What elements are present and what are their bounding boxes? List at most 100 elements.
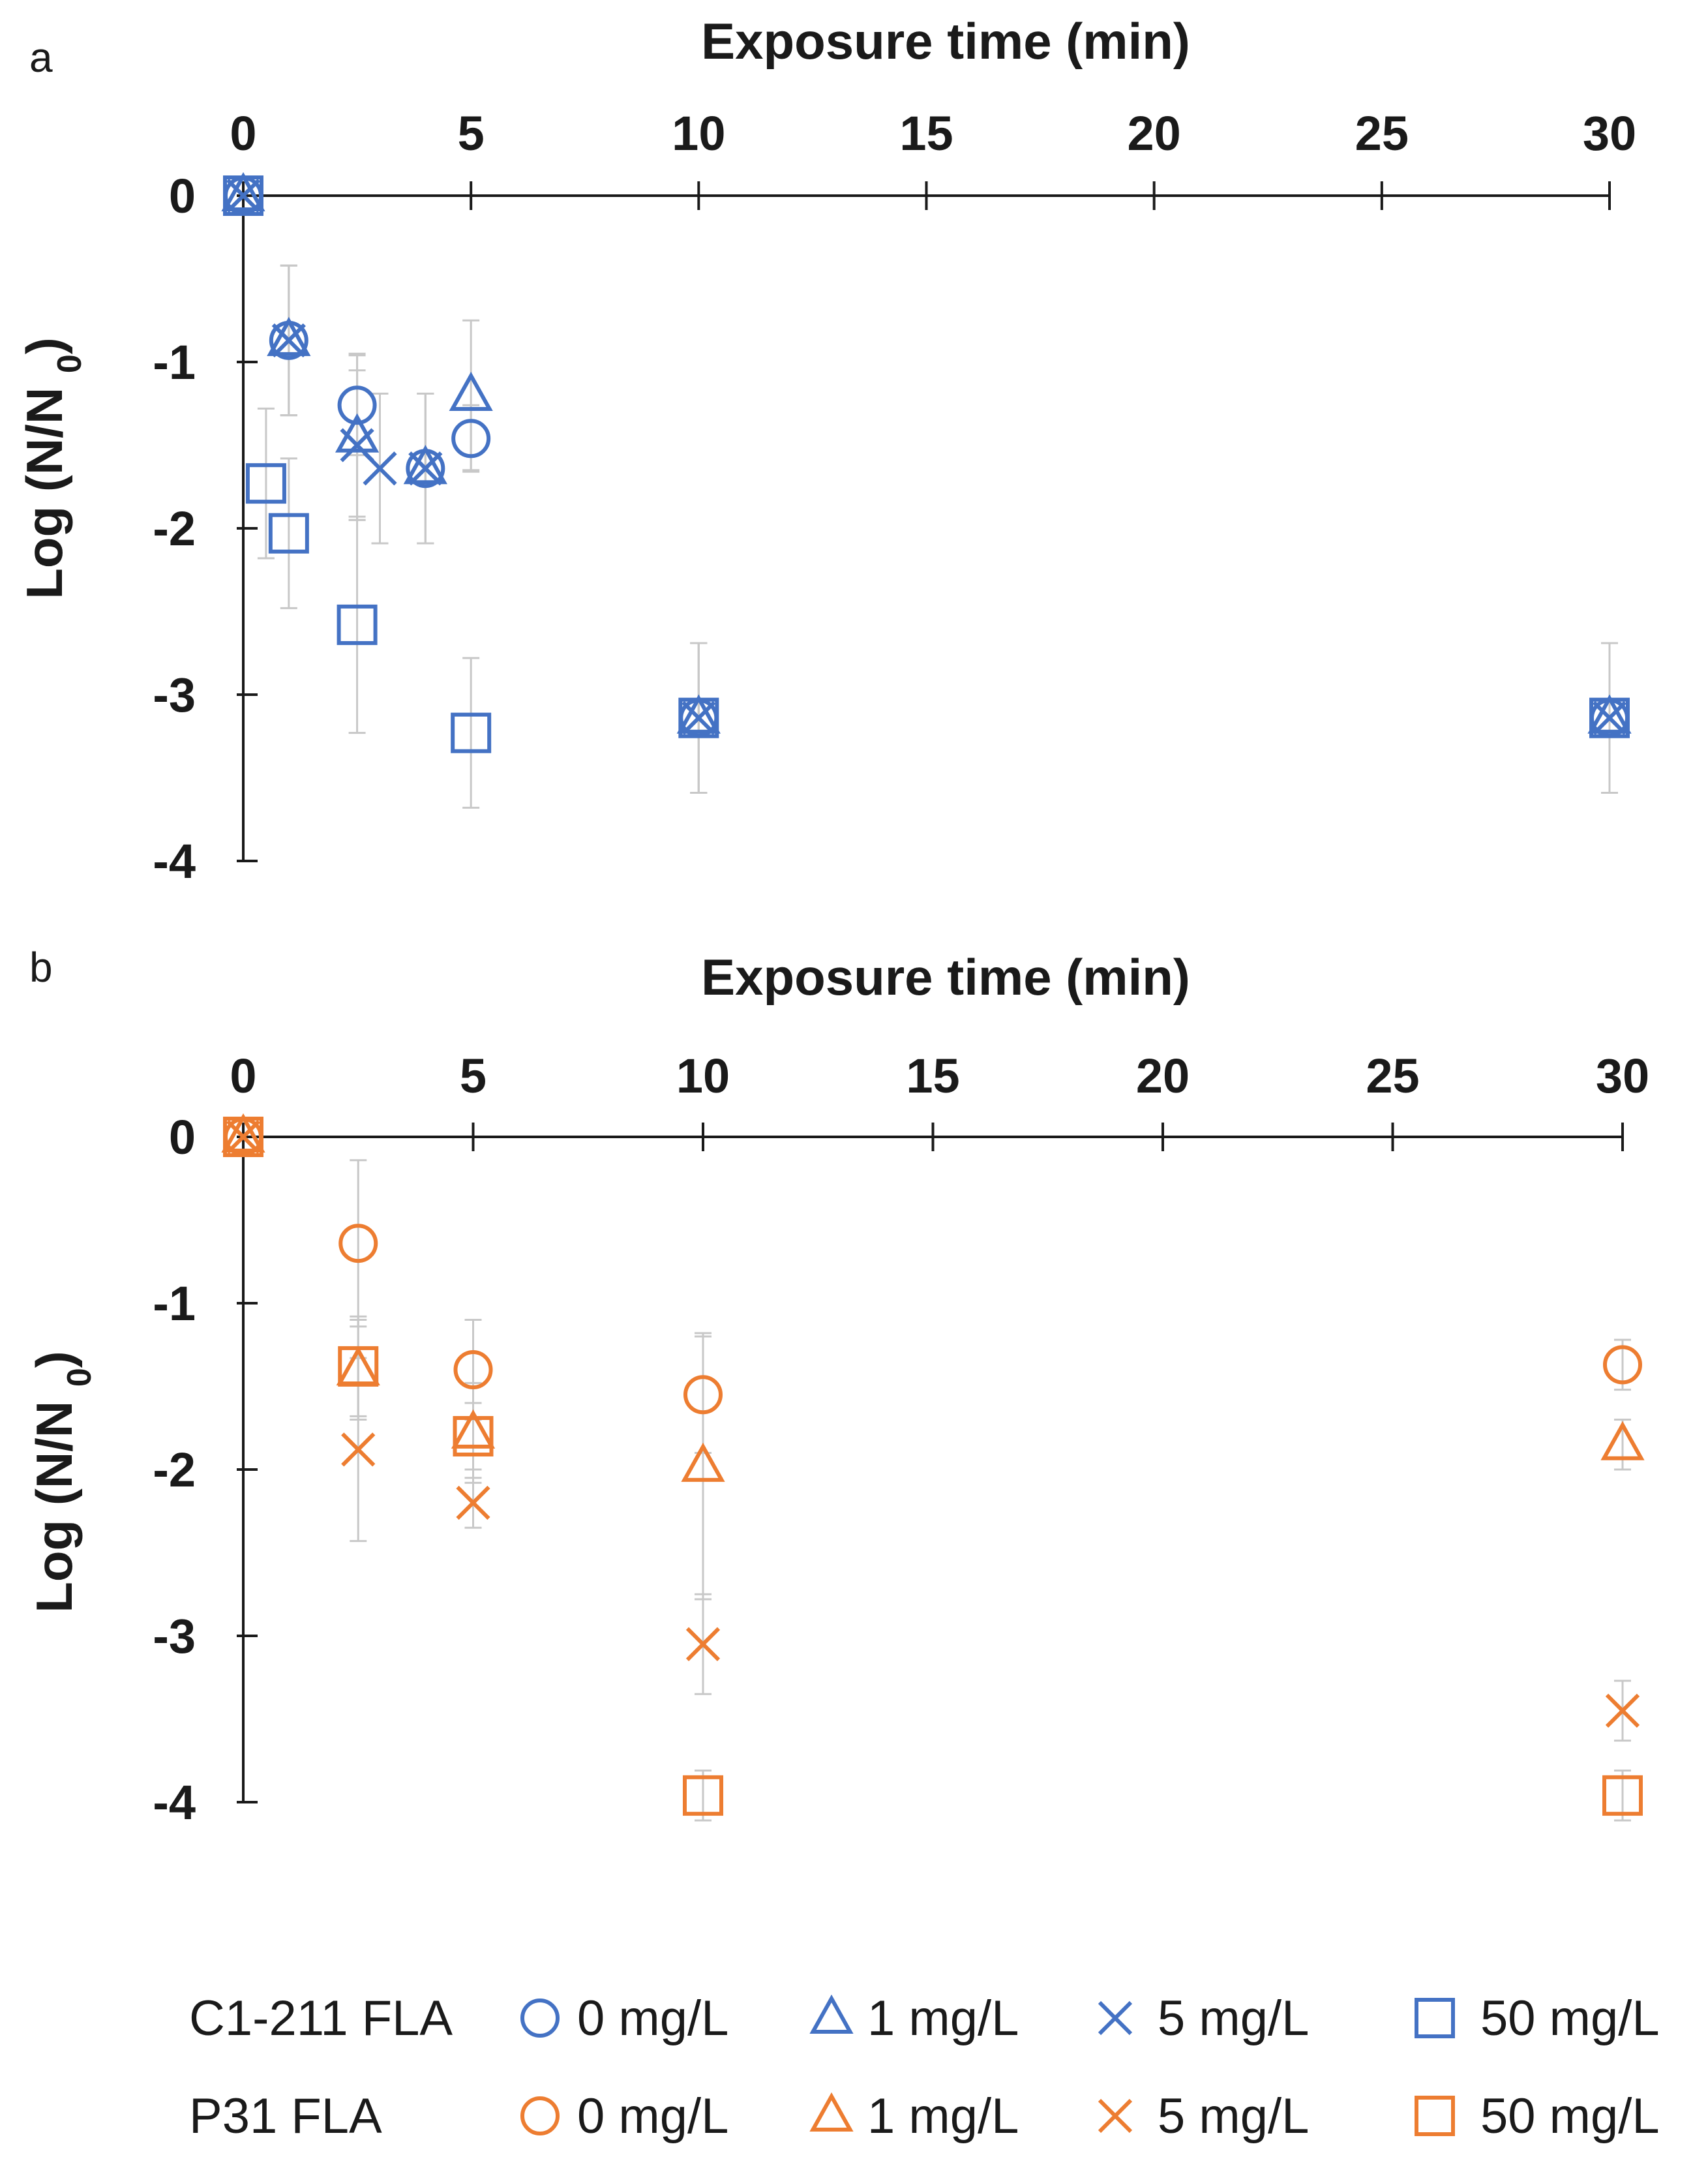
panel-b-point-cross-s2-p2 — [456, 1485, 490, 1520]
legend-row-1-entry-3-square-marker — [1415, 2096, 1455, 2136]
legend-row-0-entry-2-cross-marker — [1098, 2000, 1133, 2036]
panel-a-letter: a — [29, 34, 53, 81]
panel-a-errorbar-s3-p3 — [348, 515, 366, 734]
panel-b-y-tick-label-1: -1 — [153, 1276, 196, 1331]
panel-a-x-tick-label-5: 25 — [1355, 106, 1409, 160]
panel-a-point-square-s3-p4 — [451, 712, 492, 753]
legend: C1-211 FLA P31 FLA 0 mg/L 1 mg/L 5 mg/L … — [189, 1991, 1660, 2144]
panel-a-point-cross-s2-p6 — [1592, 701, 1627, 735]
legend-row-0-label: C1-211 FLA — [189, 1991, 453, 2046]
panel-b-x-tick-label-0: 0 — [230, 1049, 256, 1103]
panel-b-point-circle-s0-p4 — [1603, 1345, 1642, 1385]
panel-b-point-square-s3-p0 — [223, 1117, 263, 1157]
panel-b-point-square-s3-p4 — [1602, 1775, 1643, 1816]
legend-row-0-entry-1-label: 1 mg/L — [867, 1991, 1019, 2046]
panel-b-point-cross-s2-p1 — [341, 1432, 376, 1467]
panel-a-point-square-s3-p2 — [268, 513, 309, 554]
panel-a: a Exposure time (min) Log (N/N 0) 0 5 10 15… — [16, 12, 1636, 888]
legend-row-1-entry-1-triangle-marker — [809, 2092, 854, 2132]
panel-a-point-square-s3-p0 — [223, 175, 263, 216]
panel-b-errorbar-s1-p3 — [695, 1332, 712, 1601]
panel-b-point-triangle-s1-p4 — [1600, 1421, 1645, 1460]
panel-b-x-tick-label-1: 5 — [460, 1049, 487, 1103]
panel-b-point-square-s3-p1 — [338, 1346, 379, 1387]
legend-row-0-entry-1-triangle-marker — [809, 1994, 854, 2034]
panel-a-point-square-s3-p6 — [1589, 697, 1630, 738]
panel-a-y-axis-title: Log (N/N 0) — [16, 337, 89, 599]
panel-a-y-tick-label-3: -3 — [153, 668, 196, 722]
legend-row-1-entry-3-label: 50 mg/L — [1480, 2089, 1660, 2144]
panel-a-point-square-s3-p1 — [245, 463, 286, 504]
panel-a-y-tick-label-2: -2 — [153, 502, 196, 556]
panel-b-y-axis-title: Log (N/N 0) — [25, 1351, 98, 1613]
panel-a-markers — [221, 172, 1632, 753]
panel-a-x-tick-label-1: 5 — [458, 106, 485, 160]
legend-markers — [520, 1994, 1455, 2136]
legend-row-0-entry-3-square-marker — [1415, 1998, 1455, 2038]
panel-b-y-tick-label-2: -2 — [153, 1443, 196, 1497]
panel-a-x-tick-label-0: 0 — [230, 106, 256, 160]
legend-row-0-entry-0-circle-marker — [520, 1999, 560, 2038]
panel-a-point-cross-s2-p5 — [682, 701, 716, 735]
panel-b-x-axis-title: Exposure time (min) — [701, 948, 1190, 1006]
panel-a-y-tick-label-1: -1 — [153, 335, 196, 389]
panel-a-y-axis-title-main: Log (N/N — [16, 387, 73, 599]
panel-a-point-square-s3-p3 — [337, 604, 378, 645]
legend-row-0-entry-2-label: 5 mg/L — [1158, 1991, 1309, 2046]
panel-b-x-tick-label-6: 30 — [1596, 1049, 1649, 1103]
panel-b-markers — [221, 1113, 1645, 1816]
panel-a-point-triangle-s1-p0 — [221, 172, 265, 211]
panel-b-y-axis-title-close: ) — [25, 1351, 83, 1368]
panel-b-y-axis-title-main: Log (N/N — [25, 1401, 83, 1613]
panel-a-point-cross-s2-p1 — [271, 323, 306, 357]
panel-b-x-tick-label-4: 20 — [1136, 1049, 1190, 1103]
panel-b-y-tick-label-3: -3 — [153, 1609, 196, 1663]
panel-b-point-square-s3-p2 — [453, 1416, 494, 1456]
panel-a-point-triangle-s1-p1 — [267, 316, 311, 356]
panel-a-point-triangle-s1-p4 — [449, 371, 493, 411]
legend-row-1-entry-2-cross-marker — [1098, 2098, 1133, 2134]
panel-a-errorbars — [257, 264, 1618, 809]
panel-b: b Exposure time (min) Log (N/N 0) 0 5 10 15… — [25, 944, 1649, 1830]
panel-a-point-square-s3-p5 — [678, 697, 719, 738]
panel-a-y-axis-title-subscript: 0 — [51, 354, 89, 373]
panel-b-errorbar-s3-p1 — [350, 1315, 367, 1417]
panel-a-x-tick-label-6: 30 — [1583, 106, 1636, 160]
panel-b-y-tick-label-0: 0 — [169, 1110, 196, 1164]
panel-b-x-tick-label-2: 10 — [676, 1049, 730, 1103]
panel-b-x-tick-label-5: 25 — [1366, 1049, 1419, 1103]
panel-b-axes: 0 5 10 15 20 25 30 0 -1 -2 -3 -4 — [153, 1049, 1649, 1830]
panel-a-errorbar-s3-p2 — [280, 457, 297, 609]
legend-row-1-label: P31 FLA — [189, 2089, 382, 2144]
panel-a-x-tick-label-3: 15 — [899, 106, 953, 160]
panel-b-point-cross-s2-p4 — [1605, 1693, 1640, 1728]
legend-row-1-entry-0-circle-marker — [520, 2096, 560, 2135]
panel-a-errorbar-s3-p1 — [257, 407, 275, 560]
legend-row-0-entry-3-label: 50 mg/L — [1480, 1991, 1660, 2046]
panel-b-y-axis-title-subscript: 0 — [61, 1368, 98, 1387]
legend-row-0-entry-0-label: 0 mg/L — [577, 1991, 728, 2046]
legend-row-1-entry-0-label: 0 mg/L — [577, 2089, 728, 2144]
panel-b-point-triangle-s1-p0 — [221, 1113, 265, 1153]
panel-b-letter: b — [29, 944, 53, 991]
panel-a-x-tick-label-2: 10 — [672, 106, 725, 160]
panel-a-axes: 0 5 10 15 20 25 30 0 -1 -2 -3 -4 — [153, 106, 1636, 888]
panel-b-point-square-s3-p3 — [683, 1775, 723, 1816]
panel-a-y-tick-label-0: 0 — [169, 169, 196, 223]
panel-b-point-cross-s2-p0 — [226, 1119, 261, 1154]
panel-a-errorbar-s3-p4 — [462, 657, 480, 809]
panel-a-point-cross-s2-p4 — [408, 451, 443, 486]
panel-a-y-tick-label-4: -4 — [153, 834, 196, 888]
legend-row-1-entry-2-label: 5 mg/L — [1158, 2089, 1309, 2144]
panel-a-point-triangle-s1-p5 — [676, 694, 721, 734]
panel-b-point-circle-s0-p2 — [453, 1350, 493, 1389]
panel-a-point-cross-s2-p3 — [363, 451, 397, 486]
panel-a-errorbar-s1-p4 — [462, 319, 480, 472]
panel-b-point-circle-s0-p3 — [683, 1375, 723, 1415]
panel-a-point-circle-s0-p4 — [451, 419, 491, 459]
panel-a-x-tick-label-4: 20 — [1128, 106, 1181, 160]
panel-a-point-cross-s2-p0 — [226, 178, 261, 213]
panel-a-point-triangle-s1-p3 — [403, 445, 447, 485]
panel-b-errorbar-s0-p1 — [350, 1159, 367, 1328]
